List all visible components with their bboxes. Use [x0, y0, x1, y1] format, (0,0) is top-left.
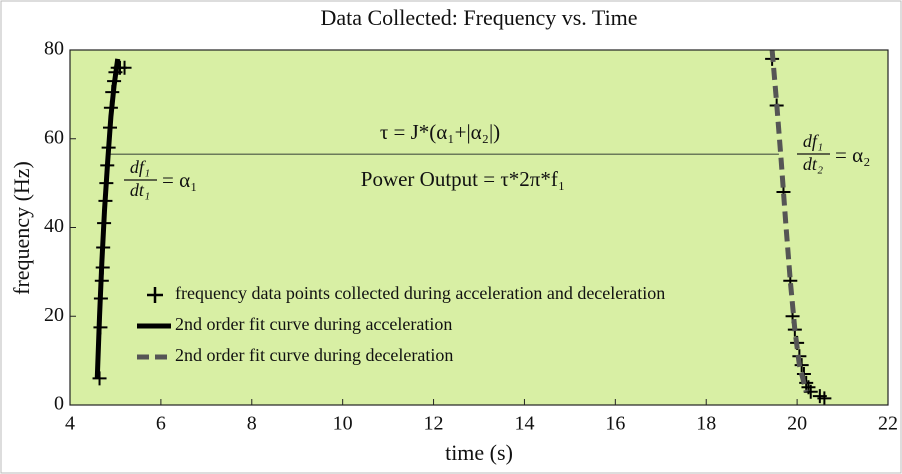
y-tick-label: 80	[44, 38, 64, 60]
x-tick-label: 10	[333, 413, 353, 435]
x-tick-label: 12	[424, 413, 444, 435]
y-tick-label: 40	[44, 215, 64, 237]
x-tick-label: 22	[878, 413, 898, 435]
fit-curve	[94, 58, 121, 379]
torque-annotation: τ = J*(α₁+|α₂|)	[380, 120, 500, 144]
legend-label: 2nd order fit curve during deceleration	[175, 345, 453, 365]
fraction-numerator: df₁	[130, 157, 150, 177]
x-tick-label: 8	[247, 413, 257, 435]
x-tick-label: 6	[156, 413, 166, 435]
fraction-denominator: dt₂	[803, 154, 823, 174]
x-tick-label: 18	[696, 413, 716, 435]
legend-marker	[147, 287, 163, 303]
y-tick-label: 60	[44, 126, 64, 148]
y-axis-label: frequency (Hz)	[9, 161, 34, 295]
fraction-result: = α₂	[835, 143, 870, 167]
chart-title: Data Collected: Frequency vs. Time	[320, 5, 637, 30]
data-point	[817, 391, 832, 406]
x-axis-label: time (s)	[445, 440, 513, 465]
fit-curve	[769, 49, 809, 393]
fraction-numerator: df₁	[803, 131, 823, 151]
x-tick-label: 16	[605, 413, 625, 435]
plot-border	[69, 49, 889, 406]
x-tick-label: 14	[514, 413, 534, 435]
power-annotation: Power Output = τ*2π*f₁	[361, 167, 565, 191]
fraction-denominator: dt₁	[130, 180, 150, 200]
legend-label: frequency data points collected during a…	[175, 283, 665, 303]
y-tick-label: 0	[54, 393, 64, 415]
y-tick-label: 20	[44, 304, 64, 326]
x-tick-label: 4	[65, 413, 75, 435]
data-point	[117, 60, 132, 75]
legend-label: 2nd order fit curve during acceleration	[175, 314, 452, 334]
fraction-result: = α₁	[162, 168, 197, 192]
plot-area	[70, 50, 888, 405]
x-tick-label: 20	[787, 413, 807, 435]
